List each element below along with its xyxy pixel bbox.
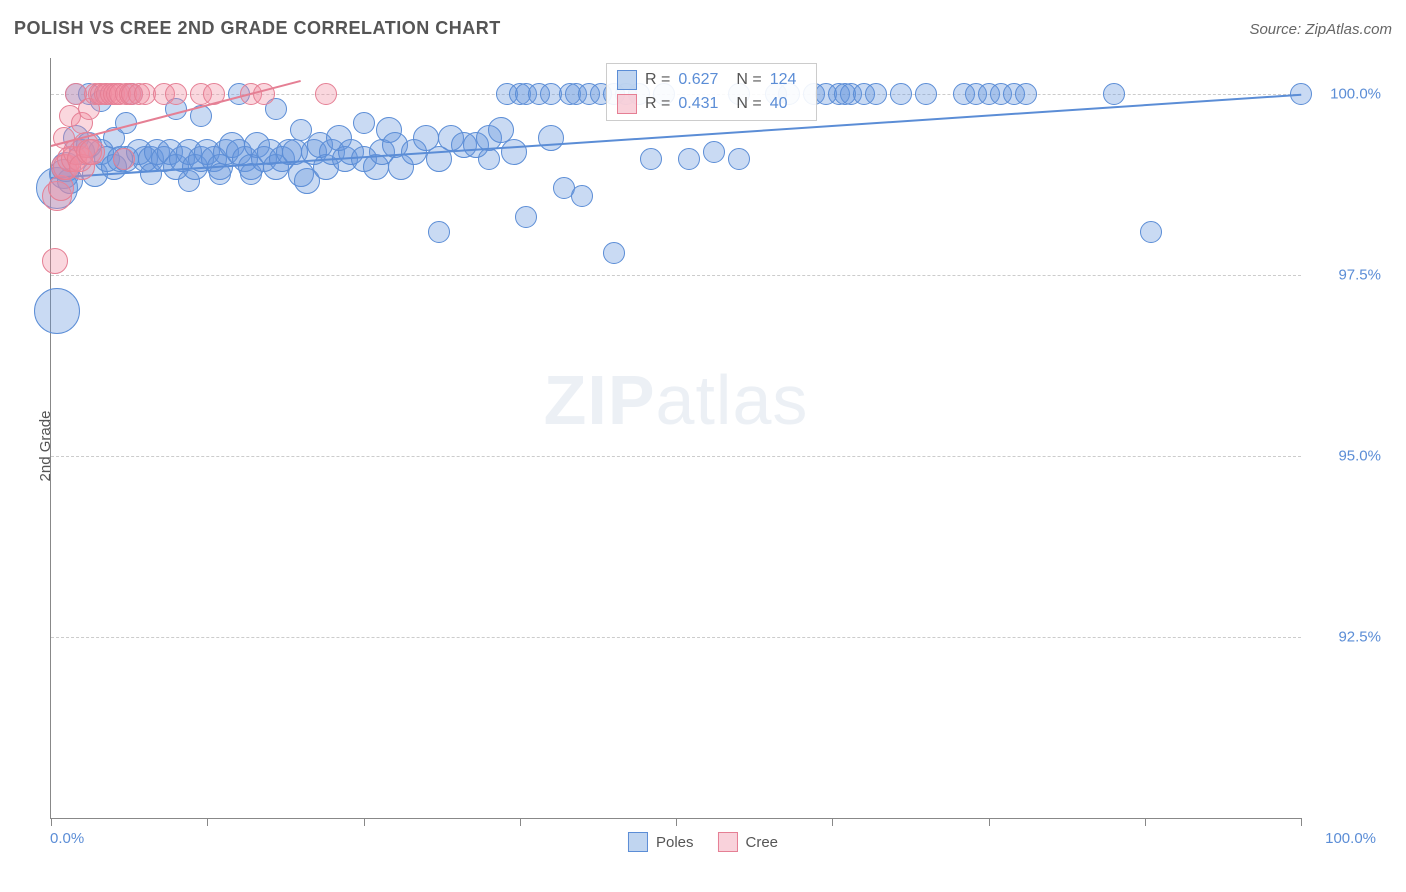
legend-swatch [617,70,637,90]
stats-legend-row: R = 0.627 N = 124 [617,68,806,92]
legend-swatch [718,832,738,852]
data-point [165,83,187,105]
x-tick [207,818,208,826]
gridline [51,456,1301,457]
n-label: N = [736,95,761,113]
legend-item: Cree [718,832,779,852]
data-point [703,141,725,163]
stats-legend: R = 0.627 N = 124 R = 0.431 N = 40 [606,63,817,121]
data-point [353,112,375,134]
chart-title: POLISH VS CREE 2ND GRADE CORRELATION CHA… [14,18,501,39]
data-point [42,248,68,274]
y-tick-label: 95.0% [1311,448,1381,465]
n-label: N = [736,71,761,89]
n-value: 124 [770,71,806,89]
x-tick [832,818,833,826]
r-label: R = [645,95,670,113]
bottom-legend: Poles Cree [628,832,778,852]
data-point [890,83,912,105]
data-point [34,288,80,334]
legend-swatch [617,94,637,114]
legend-swatch [628,832,648,852]
chart-header: POLISH VS CREE 2ND GRADE CORRELATION CHA… [14,18,1392,39]
r-value: 0.431 [678,95,728,113]
data-point [1140,221,1162,243]
data-point [538,125,564,151]
x-tick [520,818,521,826]
legend-label: Poles [656,834,694,851]
data-point [865,83,887,105]
gridline [51,637,1301,638]
r-value: 0.627 [678,71,728,89]
stats-legend-row: R = 0.431 N = 40 [617,92,806,116]
x-tick [989,818,990,826]
scatter-plot: ZIPatlas 92.5%95.0%97.5%100.0%R =0.627N … [50,58,1301,819]
data-point [678,148,700,170]
data-point [1015,83,1037,105]
y-tick-label: 92.5% [1311,629,1381,646]
n-value: 40 [770,95,806,113]
data-point [915,83,937,105]
x-axis-max-label: 100.0% [1325,830,1376,847]
data-point [501,139,527,165]
x-tick [1301,818,1302,826]
x-tick [364,818,365,826]
data-point [315,83,337,105]
x-tick [676,818,677,826]
x-tick [1145,818,1146,826]
r-label: R = [645,71,670,89]
x-axis-min-label: 0.0% [50,830,84,847]
data-point [571,185,593,207]
legend-label: Cree [746,834,779,851]
legend-item: Poles [628,832,694,852]
gridline [51,275,1301,276]
x-tick [51,818,52,826]
data-point [79,139,105,165]
data-point [478,148,500,170]
data-point [603,242,625,264]
data-point [640,148,662,170]
data-point [1103,83,1125,105]
data-point [515,206,537,228]
y-tick-label: 100.0% [1311,86,1381,103]
y-tick-label: 97.5% [1311,267,1381,284]
watermark: ZIPatlas [544,360,809,440]
chart-source: Source: ZipAtlas.com [1249,21,1392,38]
data-point [113,148,135,170]
data-point [728,148,750,170]
data-point [428,221,450,243]
